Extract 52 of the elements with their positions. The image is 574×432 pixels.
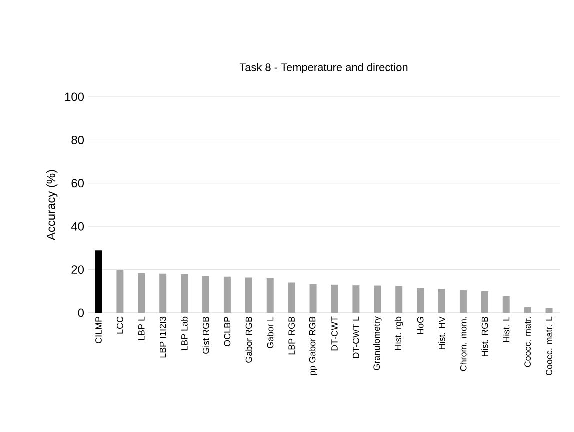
y-tick-label: 20 (72, 266, 84, 274)
bar (417, 288, 424, 313)
x-tick-label: LCC (117, 316, 124, 334)
bar (310, 284, 317, 313)
x-tick-label: Coocc. matr. L (546, 316, 552, 376)
x-tick-label: LBP RGB (288, 316, 295, 355)
y-tick-label: 60 (72, 179, 84, 188)
bar (202, 276, 210, 313)
y-tick-label: 40 (71, 222, 84, 231)
x-tick-label: OCLBP (224, 316, 231, 346)
x-tick-label: Hist. rgb (394, 316, 404, 350)
x-tick-label: LBP Lab (181, 316, 188, 350)
x-tick-label: pp Gabor RGB (309, 316, 318, 376)
x-tick-label: Gabor RGB (246, 316, 252, 363)
bar (95, 250, 102, 313)
y-tick-label: 80 (72, 136, 84, 144)
bar (502, 296, 510, 313)
x-tick-label: DT-CWT L (353, 316, 360, 358)
bar (396, 286, 403, 313)
bar (138, 273, 146, 313)
x-tick-label: Granulometry (373, 316, 382, 370)
x-tick-label: LBP I1I2I3 (160, 316, 166, 358)
y-tick-label: 0 (78, 308, 84, 318)
bar (374, 286, 382, 313)
y-tick-label: 100 (65, 92, 84, 102)
bar (352, 286, 360, 313)
bar (224, 276, 231, 313)
bar (116, 270, 124, 313)
x-tick-label: Hist. HV (438, 316, 446, 350)
x-tick-label: Coocc. matr. (524, 317, 532, 368)
x-tick-label: Gist RGB (202, 316, 210, 354)
bar (331, 284, 338, 313)
x-tick-label: DT-CWT (332, 316, 338, 351)
bar (524, 307, 532, 313)
bar (481, 291, 488, 313)
y-axis-title: Accuracy (%) (46, 170, 58, 241)
bar (245, 278, 252, 313)
bar (438, 289, 446, 313)
x-tick-label: Hist. RGB (482, 316, 488, 356)
x-tick-label: HoG (417, 317, 424, 334)
bar (181, 274, 188, 313)
bar (288, 282, 296, 313)
x-tick-label: Hist. L (503, 316, 510, 342)
bar (460, 290, 467, 313)
chart-title: Task 8 - Temperature and direction (240, 63, 408, 74)
x-tick-label: Chrom. mom. (460, 317, 467, 372)
bar (546, 308, 553, 313)
bar (160, 274, 167, 313)
x-tick-label: Gabor L (267, 316, 274, 348)
bar (266, 278, 274, 313)
x-tick-label: LBP L (138, 316, 145, 340)
x-tick-label: CILMP (96, 316, 102, 344)
